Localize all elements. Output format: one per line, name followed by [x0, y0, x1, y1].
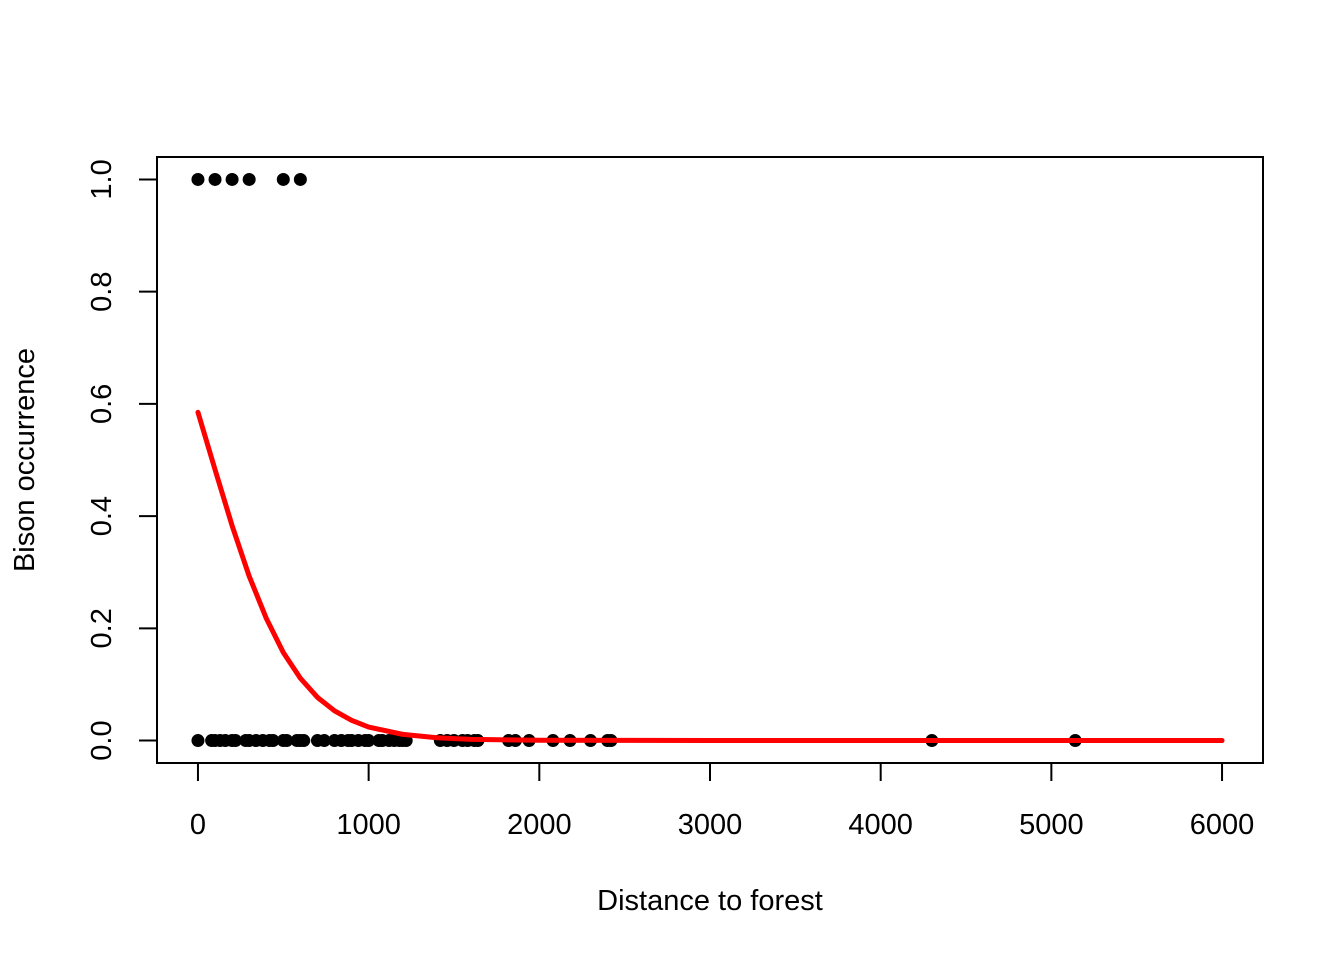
data-point: [229, 734, 243, 748]
data-points: [191, 172, 1082, 748]
data-point: [280, 734, 294, 748]
x-axis: 0 1000 2000 3000 4000 5000 6000: [190, 762, 1255, 841]
x-tick-label: 0: [190, 809, 206, 841]
data-point: [208, 172, 222, 186]
x-tick-label: 5000: [1019, 809, 1084, 841]
y-tick-label: 0.4: [86, 496, 118, 536]
y-tick-label: 0.2: [86, 608, 118, 648]
data-point: [317, 734, 331, 748]
x-tick-label: 2000: [507, 809, 572, 841]
x-tick-label: 4000: [848, 809, 913, 841]
data-point: [225, 172, 239, 186]
plot-frame: [156, 156, 1264, 764]
data-point: [266, 734, 280, 748]
data-point: [293, 172, 307, 186]
y-tick-label: 0.0: [86, 720, 118, 760]
x-tick-label: 1000: [336, 809, 401, 841]
data-point: [191, 172, 205, 186]
data-point: [297, 734, 311, 748]
fitted-curve-line: [195, 409, 1225, 744]
y-tick-label: 0.8: [86, 272, 118, 312]
x-tick-label: 6000: [1190, 809, 1255, 841]
data-point: [362, 734, 376, 748]
data-point: [191, 734, 205, 748]
data-point: [276, 172, 290, 186]
data-point: [242, 172, 256, 186]
y-axis: 0.0 0.2 0.4 0.6 0.8 1.0: [86, 159, 158, 761]
x-tick-label: 3000: [678, 809, 743, 841]
y-tick-label: 0.6: [86, 384, 118, 424]
x-axis-title: Distance to forest: [597, 885, 823, 917]
fitted-curve-layer: [195, 409, 1225, 744]
y-tick-label: 1.0: [86, 159, 118, 199]
y-axis-title: Bison occurrence: [9, 348, 41, 572]
